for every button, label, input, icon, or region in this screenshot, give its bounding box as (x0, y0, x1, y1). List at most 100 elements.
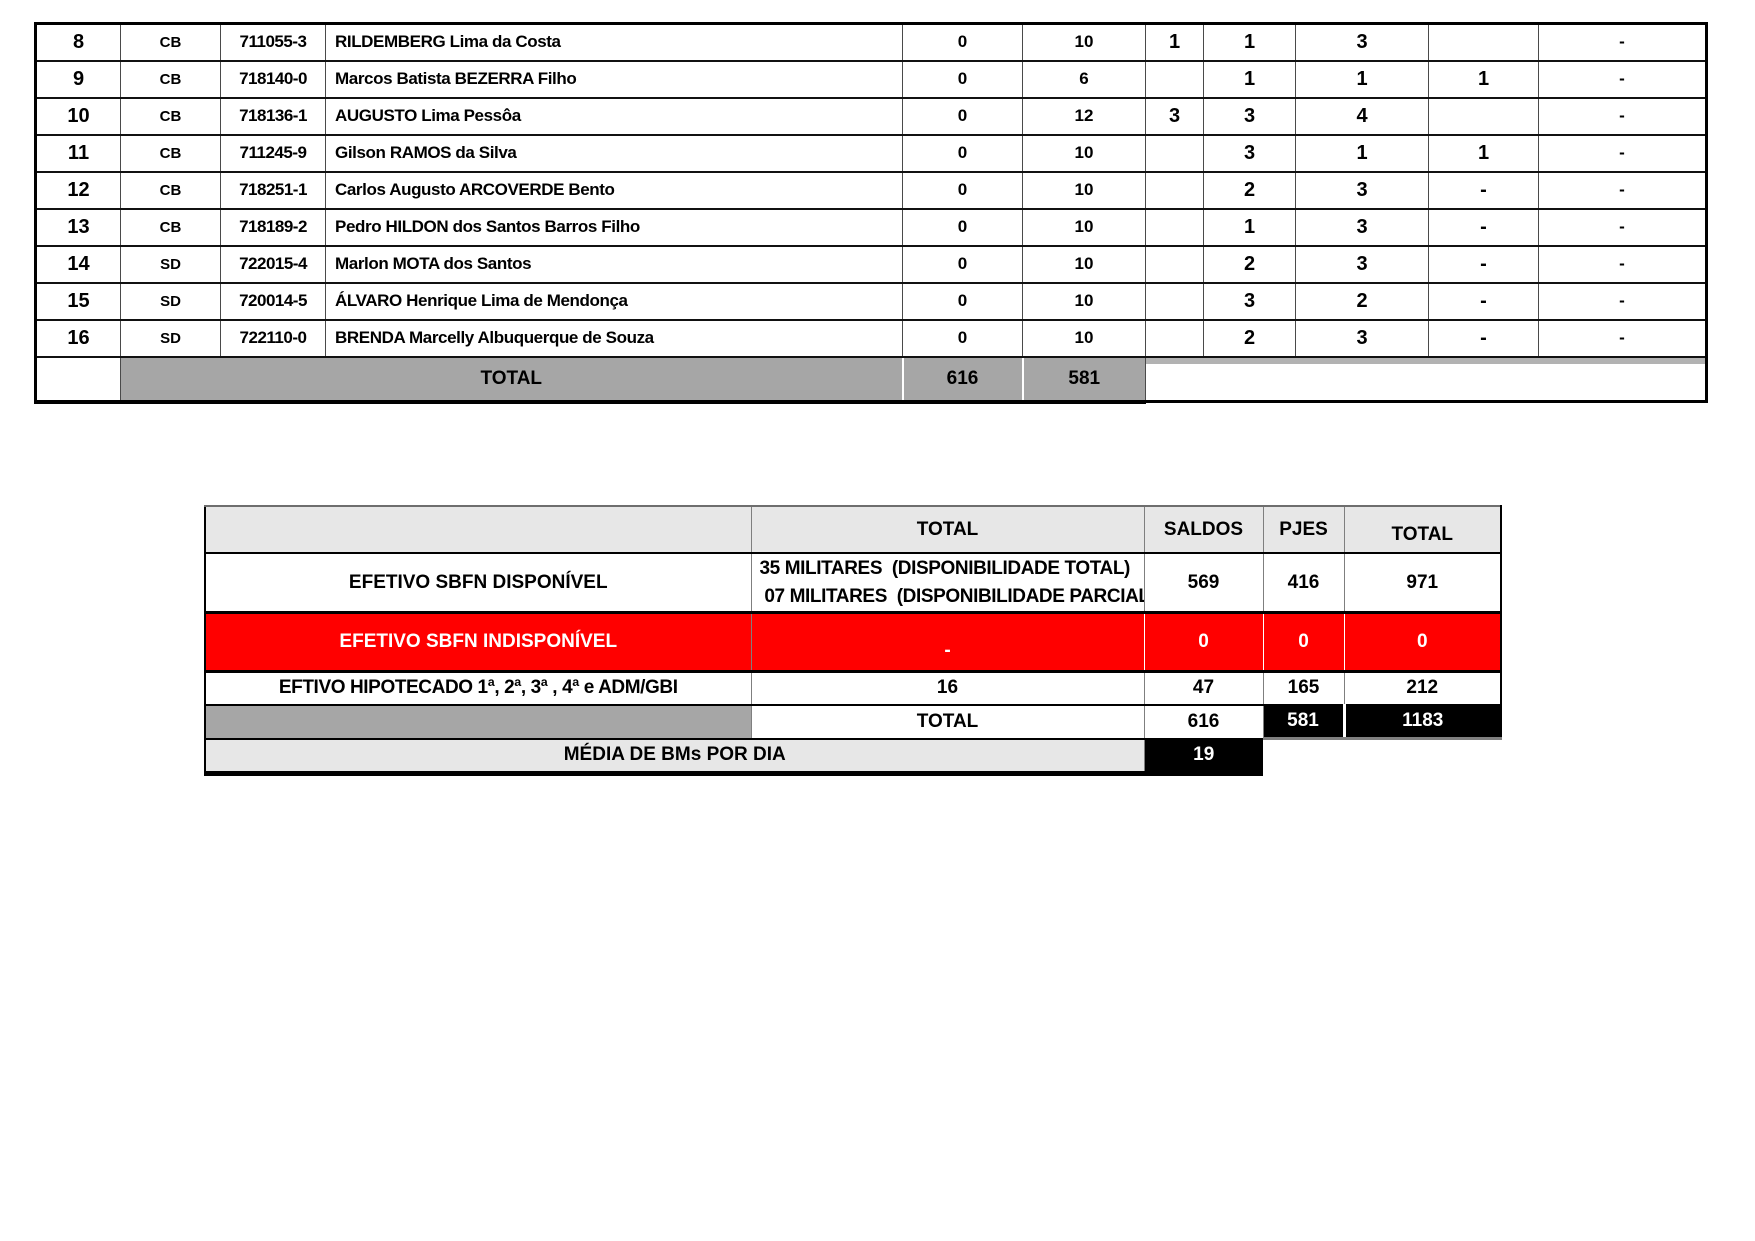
roster-cell-value-2: 12 (1022, 96, 1146, 136)
roster-cell-value-7: - (1538, 59, 1707, 99)
roster-total-row: TOTAL 616 581 (35, 355, 1707, 404)
roster-cell-name: Gilson RAMOS da Silva (325, 133, 903, 173)
disponivel-desc-line2: 07 MILITARES (DISPONIBILIDADE PARCIAL) (759, 585, 1144, 607)
roster-cell-name: Marcos Batista BEZERRA Filho (325, 59, 903, 99)
roster-cell-value-5: 1 (1295, 59, 1429, 99)
media-label: MÉDIA DE BMs POR DIA (204, 738, 1144, 777)
roster-cell-id: 720014-5 (220, 281, 326, 321)
roster-row: 8 CB 711055-3 RILDEMBERG Lima da Costa 0… (35, 22, 1707, 62)
roster-cell-name: BRENDA Marcelly Albuquerque de Souza (325, 318, 903, 358)
roster-cell-value-5: 3 (1295, 22, 1429, 62)
roster-cell-value-7: - (1538, 207, 1707, 247)
roster-cell-value-1: 0 (902, 59, 1023, 99)
roster-cell-id: 718189-2 (220, 207, 326, 247)
roster-cell-value-1: 0 (902, 207, 1023, 247)
roster-cell-value-2: 10 (1022, 22, 1146, 62)
summary-row-hipotecado: EFTIVO HIPOTECADO 1ª, 2ª, 3ª , 4ª e ADM/… (204, 671, 1502, 706)
media-value: 19 (1143, 738, 1263, 777)
roster-cell-name: ÁLVARO Henrique Lima de Mendonça (325, 281, 903, 321)
summary-row-disponivel: EFETIVO SBFN DISPONÍVEL 35 MILITARES (DI… (204, 553, 1502, 615)
roster-cell-value-5: 3 (1295, 207, 1429, 247)
summary-header-pjes: PJES (1262, 505, 1344, 554)
roster-cell-number: 8 (35, 22, 121, 62)
summary-header-saldos: SALDOS (1143, 505, 1263, 554)
roster-cell-value-1: 0 (902, 96, 1023, 136)
roster-total-blank-cell (35, 355, 121, 404)
summary-total-pjes: 581 (1262, 704, 1344, 741)
roster-cell-value-5: 2 (1295, 281, 1429, 321)
roster-cell-value-6: - (1428, 170, 1539, 210)
roster-row: 15 SD 720014-5 ÁLVARO Henrique Lima de M… (35, 281, 1707, 321)
roster-total-label: TOTAL (120, 355, 903, 404)
roster-row: 14 SD 722015-4 Marlon MOTA dos Santos 0 … (35, 244, 1707, 284)
summary-row-indisponivel: EFETIVO SBFN INDISPONÍVEL - 0 0 0 (204, 612, 1502, 674)
roster-cell-value-4: 1 (1203, 207, 1296, 247)
roster-cell-value-6 (1428, 96, 1539, 136)
roster-cell-id: 718136-1 (220, 96, 326, 136)
summary-table: TOTAL SALDOS PJES TOTAL EFETIVO SBFN DIS… (204, 505, 1502, 777)
roster-cell-number: 16 (35, 318, 121, 358)
roster-cell-rank: CB (120, 59, 221, 99)
roster-cell-number: 12 (35, 170, 121, 210)
summary-media-row: MÉDIA DE BMs POR DIA 19 (204, 738, 1501, 777)
roster-cell-value-4: 3 (1203, 96, 1296, 136)
roster-cell-rank: SD (120, 318, 221, 358)
roster-cell-id: 718251-1 (220, 170, 326, 210)
summary-total-saldos: 616 (1143, 704, 1263, 740)
hipotecado-description: 16 (750, 671, 1144, 706)
summary-total-gray-cell (204, 704, 751, 740)
roster-cell-value-3 (1145, 133, 1204, 173)
roster-row: 16 SD 722110-0 BRENDA Marcelly Albuquerq… (35, 318, 1707, 358)
roster-cell-value-6: 1 (1428, 59, 1539, 99)
roster-cell-value-5: 4 (1295, 96, 1429, 136)
roster-cell-rank: CB (120, 170, 221, 210)
roster-cell-number: 14 (35, 244, 121, 284)
indisponivel-description: - (750, 612, 1144, 674)
roster-cell-value-2: 6 (1022, 59, 1146, 99)
roster-cell-name: Pedro HILDON dos Santos Barros Filho (325, 207, 903, 247)
roster-cell-value-2: 10 (1022, 244, 1146, 284)
roster-cell-id: 722015-4 (220, 244, 326, 284)
roster-cell-number: 13 (35, 207, 121, 247)
hipotecado-total: 212 (1343, 671, 1502, 706)
roster-cell-value-6: 1 (1428, 133, 1539, 173)
roster-cell-value-7: - (1538, 170, 1707, 210)
disponivel-desc-line1: 35 MILITARES (DISPONIBILIDADE TOTAL) (759, 558, 1131, 579)
roster-cell-value-7: - (1538, 133, 1707, 173)
roster-cell-value-4: 3 (1203, 133, 1296, 173)
roster-cell-rank: SD (120, 244, 221, 284)
summary-header-total: TOTAL (750, 505, 1144, 554)
roster-cell-rank: CB (120, 96, 221, 136)
indisponivel-saldos: 0 (1143, 612, 1263, 674)
roster-total-value-1: 616 (901, 355, 1023, 404)
roster-row: 11 CB 711245-9 Gilson RAMOS da Silva 0 1… (35, 133, 1707, 173)
disponivel-description: 35 MILITARES (DISPONIBILIDADE TOTAL) 07 … (750, 553, 1144, 615)
roster-cell-value-6: - (1428, 244, 1539, 284)
disponivel-label: EFETIVO SBFN DISPONÍVEL (204, 553, 751, 615)
roster-cell-value-1: 0 (902, 133, 1023, 173)
indisponivel-label: EFETIVO SBFN INDISPONÍVEL (204, 612, 751, 674)
roster-cell-value-1: 0 (902, 281, 1023, 321)
roster-cell-number: 15 (35, 281, 121, 321)
indisponivel-pjes: 0 (1262, 612, 1344, 674)
roster-cell-value-4: 2 (1203, 244, 1296, 284)
roster-cell-name: Marlon MOTA dos Santos (325, 244, 903, 284)
roster-cell-value-5: 3 (1295, 244, 1429, 284)
summary-header-grand-total: TOTAL (1343, 505, 1502, 554)
roster-cell-id: 722110-0 (220, 318, 326, 358)
summary-total-label: TOTAL (750, 704, 1144, 740)
roster-cell-value-6: - (1428, 318, 1539, 358)
roster-cell-value-3 (1145, 318, 1204, 358)
roster-cell-rank: SD (120, 281, 221, 321)
roster-cell-id: 711245-9 (220, 133, 326, 173)
roster-cell-value-2: 10 (1022, 133, 1146, 173)
hipotecado-label: EFTIVO HIPOTECADO 1ª, 2ª, 3ª , 4ª e ADM/… (204, 671, 751, 706)
hipotecado-saldos: 47 (1143, 671, 1263, 706)
roster-cell-value-7: - (1538, 22, 1707, 62)
roster-cell-value-2: 10 (1022, 281, 1146, 321)
summary-header-row: TOTAL SALDOS PJES TOTAL (204, 505, 1502, 554)
roster-cell-number: 10 (35, 96, 121, 136)
roster-row: 13 CB 718189-2 Pedro HILDON dos Santos B… (35, 207, 1707, 247)
summary-total-grand-total: 1183 (1342, 704, 1502, 741)
roster-cell-value-1: 0 (902, 318, 1023, 358)
